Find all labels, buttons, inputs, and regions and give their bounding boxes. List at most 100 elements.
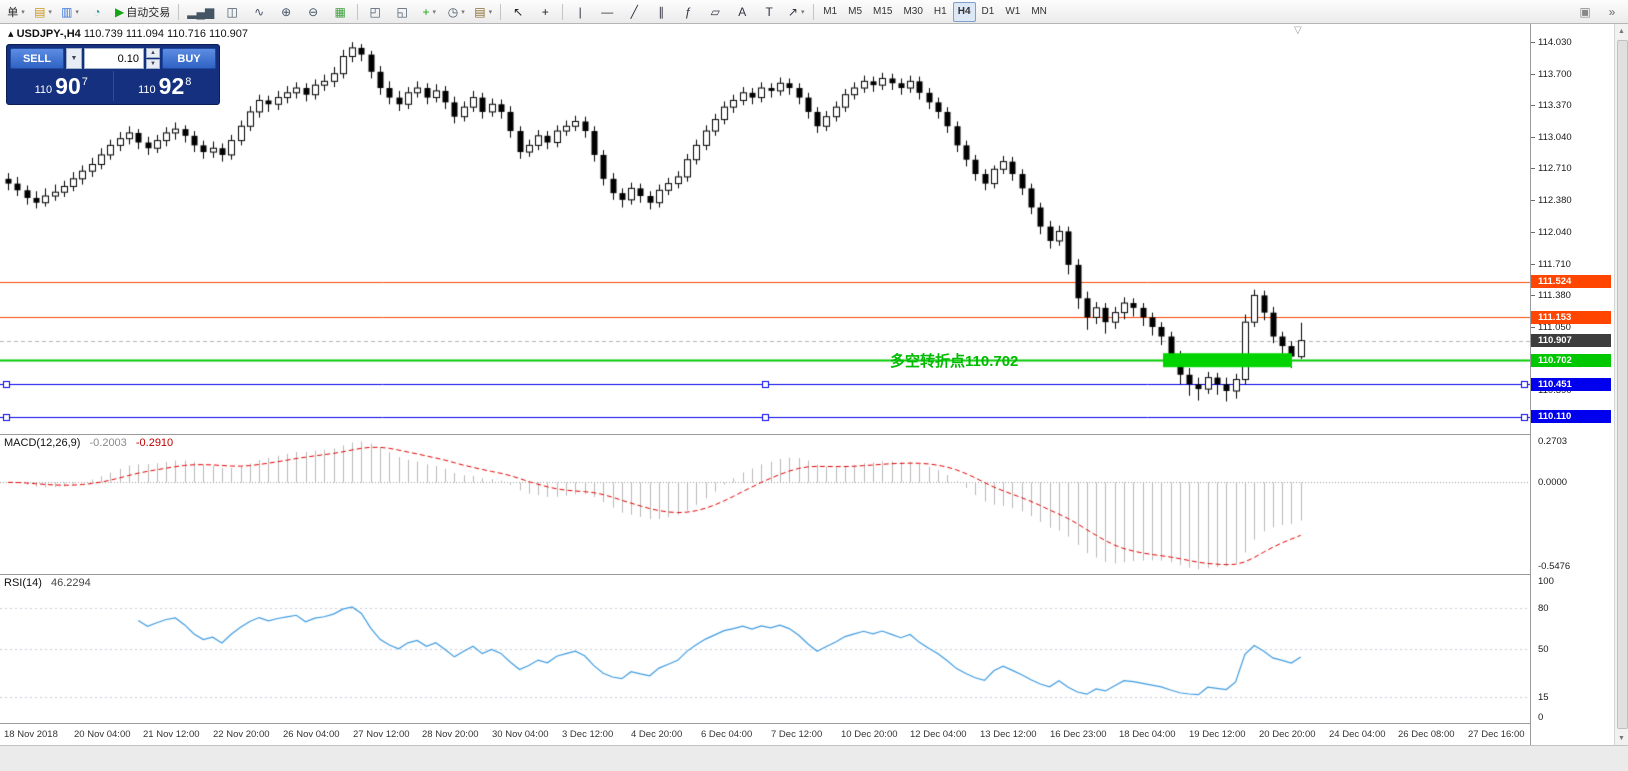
bars-chart-icon[interactable]: ▂▄▆: [183, 1, 218, 23]
time-axis-label: 21 Nov 12:00: [143, 729, 200, 740]
timeframe-button-h1[interactable]: H1: [933, 6, 947, 17]
scroll-up-icon[interactable]: ▲: [1618, 27, 1625, 35]
price-tick-mark: [1531, 42, 1535, 43]
timeframe-button-d1[interactable]: D1: [981, 6, 995, 17]
panel-splitter-rsi[interactable]: [0, 574, 1614, 575]
line-chart-icon[interactable]: ∿: [246, 1, 272, 23]
scrollbar-thumb[interactable]: [1617, 40, 1628, 729]
text-label-icon: T: [765, 4, 773, 19]
arrows-icon[interactable]: ↗ ▾: [783, 1, 809, 23]
price-tick-mark: [1531, 137, 1535, 138]
price-tick-mark: [1531, 232, 1535, 233]
time-axis-label: 22 Nov 20:00: [213, 729, 270, 740]
new-order-button[interactable]: 单 ▾: [3, 1, 29, 23]
channel-icon[interactable]: ∥: [648, 1, 674, 23]
horizontal-line-icon: —: [601, 4, 614, 19]
chevron-down-icon: ▾: [488, 8, 493, 16]
time-axis[interactable]: 18 Nov 2018 20 Nov 04:00 21 Nov 12:00 22 No…: [0, 723, 1530, 745]
chart-shift-icon[interactable]: ▽: [1294, 25, 1302, 36]
arrows-icon: ↗: [787, 4, 798, 19]
timeframe-button-mn[interactable]: MN: [1031, 6, 1047, 17]
time-axis-label: 20 Nov 04:00: [74, 729, 131, 740]
price-level-badge: 110.907: [1531, 334, 1611, 347]
macd-axis-label: -0.5476: [1538, 561, 1571, 572]
cascade-windows-icon: ◰: [369, 4, 381, 19]
timeframe-button-m30[interactable]: M30: [903, 6, 923, 17]
price-tick-mark: [1531, 327, 1535, 328]
autotrading-button[interactable]: ▶ 自动交易: [111, 1, 174, 23]
buy-button[interactable]: BUY: [162, 48, 216, 69]
trendline-icon[interactable]: ╱: [621, 1, 647, 23]
price-axis[interactable]: 114.030 113.700 113.370 113.040 112.710 112.3…: [1530, 24, 1614, 745]
chevron-down-icon: ▾: [461, 8, 465, 16]
buy-price-pipette: 8: [185, 75, 192, 88]
price-level-badge: 110.702: [1531, 354, 1611, 367]
timeframe-button-m1[interactable]: M1: [823, 6, 838, 17]
autotrading-button-label: 自动交易: [126, 6, 171, 19]
periods-button[interactable]: ◷ ▾: [443, 1, 469, 23]
crosshair-icon[interactable]: +: [532, 1, 558, 23]
time-axis-label: 26 Dec 08:00: [1398, 729, 1455, 740]
rsi-axis-label: 80: [1538, 603, 1549, 614]
tile-windows-icon[interactable]: ▦: [327, 1, 353, 23]
tile-horizontal-icon: ◱: [396, 4, 408, 19]
time-axis-label: 7 Dec 12:00: [771, 729, 823, 740]
vertical-scrollbar: ▲ ▼: [1614, 24, 1628, 745]
text-icon[interactable]: A: [729, 1, 755, 23]
scroll-down-icon[interactable]: ▼: [1618, 734, 1625, 742]
lot-size-input[interactable]: [84, 48, 144, 69]
macd-panel-canvas[interactable]: [0, 435, 1530, 574]
autotrading-button-icon: ▶: [115, 4, 125, 19]
zoom-in-icon[interactable]: ⊕: [273, 1, 299, 23]
rsi-axis-label: 0: [1538, 712, 1544, 723]
fibonacci-icon[interactable]: ƒ: [675, 1, 701, 23]
new-chart-icon: ▤: [34, 4, 46, 19]
lot-spinner-down-icon[interactable]: ▼: [146, 59, 160, 69]
toolbar-overflow-icon[interactable]: »: [1599, 1, 1625, 23]
rsi-panel-canvas[interactable]: [0, 575, 1530, 723]
docking-icon: ▣: [1579, 4, 1591, 19]
template-button[interactable]: ▤ ▾: [470, 1, 496, 23]
sell-price-pipette: 7: [81, 75, 88, 88]
trendline-icon: ╱: [630, 4, 638, 19]
vertical-line-icon: |: [578, 4, 582, 19]
sell-button[interactable]: SELL: [10, 48, 64, 69]
strategy-tester-icon: ◔: [93, 4, 101, 19]
lot-spinner-up-icon[interactable]: ▲: [146, 48, 160, 58]
profiles-icon[interactable]: ▥ ▾: [57, 1, 83, 23]
vertical-line-icon[interactable]: |: [567, 1, 593, 23]
time-axis-label: 26 Nov 04:00: [283, 729, 340, 740]
cursor-icon: ↖: [513, 4, 524, 19]
time-axis-label: 3 Dec 12:00: [562, 729, 614, 740]
lot-dropdown-button[interactable]: ▼: [66, 48, 82, 69]
add-indicator-button-icon: +: [422, 4, 430, 19]
timeframe-button-m5[interactable]: M5: [848, 6, 863, 17]
price-tick-label: 112.380: [1538, 195, 1572, 206]
strategy-tester-icon[interactable]: ◔: [84, 1, 110, 23]
tile-horizontal-icon[interactable]: ◱: [389, 1, 415, 23]
cursor-icon[interactable]: ↖: [505, 1, 531, 23]
docking-icon[interactable]: ▣: [1572, 1, 1598, 23]
panel-splitter-macd[interactable]: [0, 434, 1614, 435]
main-toolbar: 单 ▾ ▤ ▾ ▥ ▾ ◔ ▶ 自动交易 ▂▄▆ ◫ ∿ ⊕ ⊖ ▦ ◰ ◱ + ▾ ◷ ▾ ▤ ▾ ↖ + | — ╱ ∥ ƒ ▱ A T ↗ ▾…: [0, 0, 1628, 24]
toolbar-separator: [813, 3, 815, 20]
candles-chart-icon[interactable]: ◫: [219, 1, 245, 23]
buy-price-big: 92: [158, 72, 185, 99]
price-tick-mark: [1531, 74, 1535, 75]
turning-point-annotation[interactable]: 多空转折点110.702: [890, 353, 1019, 370]
new-chart-icon[interactable]: ▤ ▾: [30, 1, 56, 23]
shapes-icon[interactable]: ▱: [702, 1, 728, 23]
cascade-windows-icon[interactable]: ◰: [362, 1, 388, 23]
price-chart-canvas[interactable]: [0, 24, 1530, 434]
chevron-down-icon: ▾: [432, 8, 436, 16]
timeframe-button-h4[interactable]: H4: [952, 1, 976, 22]
horizontal-line-icon[interactable]: —: [594, 1, 620, 23]
timeframe-button-m15[interactable]: M15: [873, 6, 893, 17]
line-chart-icon: ∿: [254, 4, 265, 19]
timeframe-button-w1[interactable]: W1: [1005, 6, 1021, 17]
text-label-icon[interactable]: T: [756, 1, 782, 23]
zoom-out-icon[interactable]: ⊖: [300, 1, 326, 23]
price-level-badge: 111.524: [1531, 275, 1611, 288]
chevron-down-icon: ▾: [800, 8, 805, 16]
add-indicator-button[interactable]: + ▾: [416, 1, 442, 23]
